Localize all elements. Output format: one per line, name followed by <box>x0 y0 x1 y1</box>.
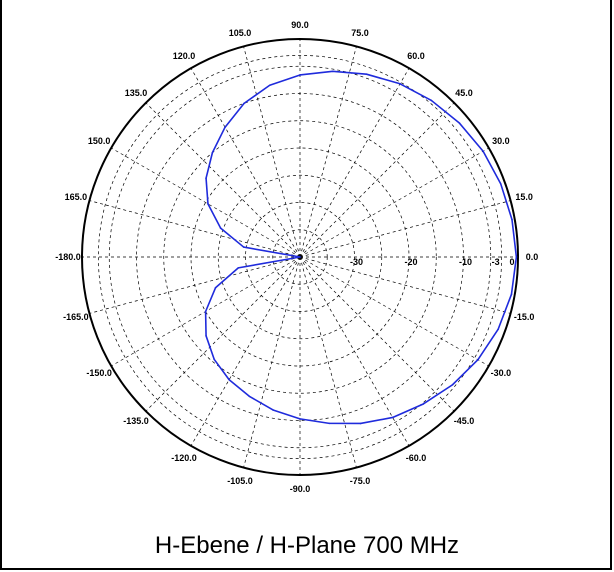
pattern-point <box>219 227 222 229</box>
angle-tick-label: 165.0 <box>65 192 88 202</box>
pattern-point <box>499 183 502 185</box>
angle-tick-label: -30.0 <box>491 368 512 378</box>
pattern-point <box>328 422 331 425</box>
grid-spoke <box>243 46 301 258</box>
pattern-point <box>359 422 362 425</box>
grid-spoke <box>299 256 357 468</box>
pattern-point <box>299 418 301 420</box>
pattern-point <box>430 99 433 102</box>
grid-ring <box>108 65 492 449</box>
pattern-point <box>299 74 301 76</box>
pattern-point <box>510 293 513 296</box>
pattern-point <box>515 256 518 258</box>
polar-chart: 0.0 15.0 30.0 45.0 60.0 75.0 90.0 105.0 120.0 135… <box>55 20 538 494</box>
angle-tick-label: 105.0 <box>229 28 252 38</box>
angle-tick-label: 120.0 <box>173 51 196 61</box>
angle-tick-label: 135.0 <box>125 88 148 98</box>
angle-tick-label: 60.0 <box>407 51 425 61</box>
angle-tick-label: -75.0 <box>350 476 371 486</box>
angle-tick-label: -135.0 <box>123 416 149 426</box>
grid-ring <box>217 174 383 340</box>
pattern-point <box>331 70 334 73</box>
pattern-point <box>207 203 209 205</box>
angle-tick-label: 0.0 <box>526 252 539 262</box>
grid-spoke <box>299 256 511 314</box>
angle-tick-label: -15.0 <box>514 312 535 322</box>
grid-spoke <box>111 147 301 258</box>
pattern-point <box>477 358 479 361</box>
angle-tick-label: -165.0 <box>63 312 89 322</box>
grid-spoke <box>145 256 301 412</box>
grid-spoke <box>299 147 489 258</box>
ring-tick-label: 0 <box>509 257 514 267</box>
angle-tick-label: -90.0 <box>290 484 311 494</box>
pattern-line <box>204 70 518 425</box>
angle-tick-label: -180.0 <box>55 252 81 262</box>
pattern-point <box>213 358 215 361</box>
angle-tick-label: 30.0 <box>492 136 510 146</box>
angle-tick-label: 45.0 <box>455 88 473 98</box>
grid-spoke <box>89 256 301 314</box>
grid-ring <box>163 120 437 394</box>
pattern-point <box>399 82 401 85</box>
ring-tick-label: -30 <box>350 257 363 267</box>
pattern-point <box>248 395 251 398</box>
pattern-point <box>214 286 217 289</box>
pattern-point <box>482 150 484 153</box>
pattern-point <box>224 126 226 128</box>
grid-spoke <box>299 256 489 367</box>
axis-labels: 0.0 15.0 30.0 45.0 60.0 75.0 90.0 105.0 120.0 135… <box>55 20 538 494</box>
grid-spoke <box>299 46 357 258</box>
pattern-point <box>204 310 207 313</box>
pattern-series <box>204 70 518 425</box>
pattern-point <box>268 84 271 87</box>
pattern-point <box>458 122 461 124</box>
pattern-point <box>242 246 245 248</box>
angle-tick-label: -150.0 <box>86 368 112 378</box>
grid-spoke <box>299 256 410 446</box>
grid-spoke <box>89 200 301 258</box>
grid-spoke <box>145 102 301 258</box>
angle-tick-label: -120.0 <box>171 453 197 463</box>
grid-spoke <box>299 200 511 258</box>
angle-tick-label: 15.0 <box>515 192 533 202</box>
pattern-point <box>243 102 245 105</box>
pattern-point <box>205 177 207 179</box>
grid-ring-3db <box>98 55 502 459</box>
pattern-point <box>451 384 454 386</box>
grid-spoke <box>299 256 455 412</box>
pattern-point <box>365 73 368 75</box>
grid-spoke <box>243 256 301 468</box>
grid-spoke <box>190 256 301 446</box>
angle-tick-label: 90.0 <box>291 20 309 30</box>
angle-tick-label: -45.0 <box>454 416 475 426</box>
ring-tick-label: -20 <box>404 257 417 267</box>
pattern-point <box>205 335 207 337</box>
angle-tick-label: 150.0 <box>88 136 111 146</box>
grid-spoke <box>299 68 410 258</box>
pattern-point <box>299 256 301 258</box>
grid-spoke <box>190 68 301 258</box>
angle-tick-label: -60.0 <box>406 453 427 463</box>
pattern-point <box>422 403 425 405</box>
angle-tick-label: 75.0 <box>351 28 369 38</box>
pattern-point <box>237 267 240 269</box>
pattern-point <box>272 409 274 411</box>
pattern-point <box>391 416 394 419</box>
grid-ring <box>272 229 328 285</box>
ring-tick-label: -10 <box>459 257 472 267</box>
polar-grid <box>81 38 519 476</box>
chart-caption: H-Ebene / H-Plane 700 MHz <box>154 532 460 559</box>
pattern-point <box>211 151 214 154</box>
pattern-point <box>511 218 513 221</box>
angle-tick-label: -105.0 <box>227 476 253 486</box>
grid-spoke <box>299 102 455 258</box>
pattern-point <box>228 378 230 381</box>
pattern-point <box>497 328 500 330</box>
ring-tick-label: -3 <box>492 257 500 267</box>
